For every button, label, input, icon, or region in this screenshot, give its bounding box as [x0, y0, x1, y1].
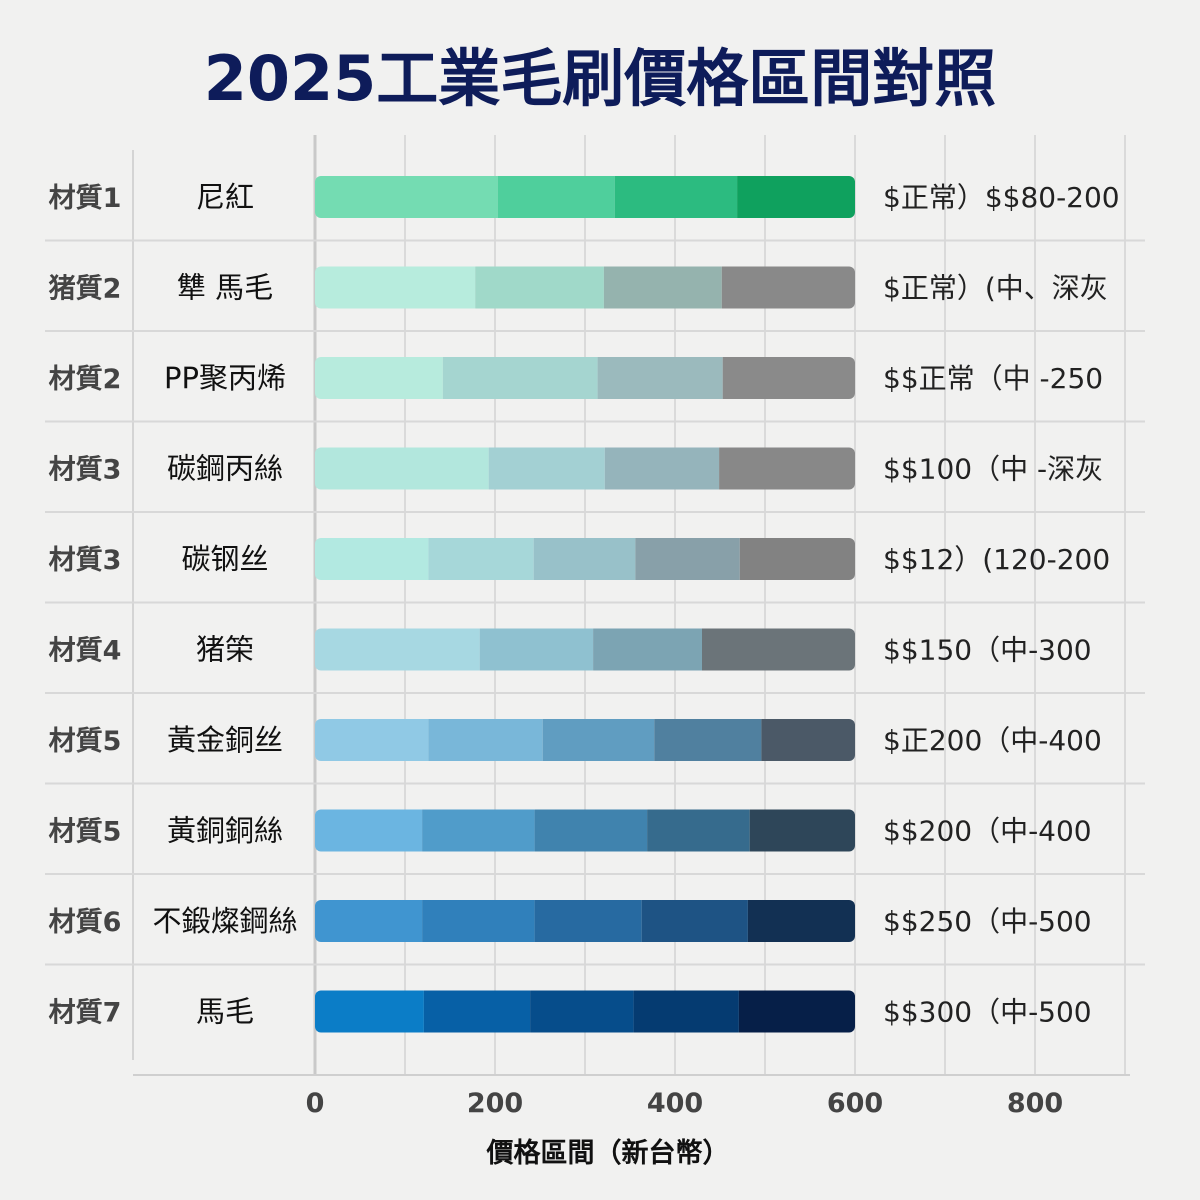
bar-segment: [315, 990, 424, 1033]
bar-segment: [702, 628, 855, 671]
price-note: $$100（中 -深灰: [883, 453, 1103, 486]
category-label: 材質4: [49, 636, 122, 667]
material-name: PP聚丙烯: [164, 361, 286, 395]
bar-segment: [530, 990, 634, 1033]
bar-segment: [479, 628, 594, 671]
bar-segment: [315, 628, 480, 671]
material-name: 犨 馬毛: [177, 271, 273, 305]
bar-row: 材質1 尼紅 $正常）$$80-200: [49, 176, 1120, 218]
bar-segment: [442, 357, 598, 399]
bar-segment: [315, 900, 423, 942]
bar-segment: [604, 447, 720, 490]
material-name: 猪筞: [196, 633, 254, 667]
bar-segment: [315, 809, 423, 852]
price-note: $$200（中-400: [883, 815, 1092, 848]
price-note: $$正常（中 -250: [883, 362, 1103, 395]
bar-segment: [542, 719, 655, 761]
bar-segment: [428, 719, 543, 761]
bar-segment: [534, 900, 642, 942]
bar-segment: [534, 809, 648, 852]
bar-segment: [422, 809, 535, 852]
bar-segment: [422, 900, 535, 942]
bar-row: 材質5 黃金銅丝 $正200（中-400: [49, 719, 1102, 761]
bar-segment: [603, 266, 722, 309]
category-label: 材質3: [49, 545, 122, 576]
bar-row: 材質3 碳鋼丙絲 $$100（中 -深灰: [49, 447, 1103, 490]
bar-row: 猪質2 犨 馬毛 $正常）(中、深灰: [49, 266, 1108, 309]
bar-row: 材質7 馬毛 $$300（中-500: [49, 990, 1092, 1033]
bar-segment: [737, 176, 855, 218]
bar-segment: [647, 809, 750, 852]
bar-segment: [533, 538, 636, 580]
bar-segment: [635, 538, 740, 580]
bar-row: 材質2 PP聚丙烯 $$正常（中 -250: [49, 357, 1103, 399]
bar-segment: [641, 900, 748, 942]
bar-segment: [761, 719, 855, 761]
x-axis-ticks: 0 200 400 600 800: [306, 1088, 1064, 1119]
bar-segment: [315, 176, 498, 218]
price-note: $$12）(120-200: [883, 543, 1110, 576]
bar-segment: [593, 628, 702, 671]
bar-segment: [597, 357, 723, 399]
material-name: 碳钢丝: [181, 542, 268, 576]
category-label: 猪質2: [49, 274, 122, 305]
category-label: 材質1: [49, 183, 122, 214]
price-note: $$150（中-300: [883, 634, 1092, 667]
price-note: $$300（中-500: [883, 996, 1092, 1029]
bar-segment: [738, 990, 855, 1033]
bar-segment: [475, 266, 604, 309]
bar-row: 材質4 猪筞 $$150（中-300: [49, 628, 1092, 671]
category-label: 材質5: [49, 726, 122, 757]
bar-segment: [614, 176, 738, 218]
x-axis-label: 價格區間（新台幣）: [486, 1137, 730, 1169]
category-label: 材質5: [49, 817, 122, 848]
material-name: 碳鋼丙絲: [167, 452, 283, 486]
price-note: $正常）(中、深灰: [883, 272, 1108, 305]
x-tick-label: 600: [827, 1088, 883, 1119]
bar-segment: [428, 538, 534, 580]
price-note: $正常）$$80-200: [883, 181, 1120, 214]
chart-title: 2025工業毛刷價格區間對照: [204, 42, 997, 115]
bar-segment: [315, 719, 429, 761]
bar-segment: [739, 538, 855, 580]
category-label: 材質3: [49, 455, 122, 486]
material-name: 不鍛燦鋼絲: [152, 904, 297, 938]
bar-row: 材質6 不鍛燦鋼絲 $$250（中-500: [49, 900, 1092, 942]
category-label: 材質6: [49, 907, 122, 938]
bar-segment: [722, 357, 855, 399]
price-note: $$250（中-500: [883, 905, 1092, 938]
material-name: 黃金銅丝: [167, 723, 283, 757]
bar-row: 材質5 黃銅銅絲 $$200（中-400: [49, 809, 1092, 852]
bar-segment: [719, 447, 855, 490]
bar-segment: [315, 447, 489, 490]
material-name: 尼紅: [196, 180, 254, 214]
bar-segment: [721, 266, 855, 309]
x-tick-label: 0: [306, 1088, 325, 1119]
material-name: 黃銅銅絲: [167, 814, 283, 848]
bar-segment: [315, 266, 476, 309]
x-tick-label: 200: [467, 1088, 523, 1119]
category-label: 材質7: [49, 998, 122, 1029]
price-note: $正200（中-400: [883, 724, 1102, 757]
bar-segment: [749, 809, 855, 852]
bar-segment: [747, 900, 855, 942]
bar-segment: [315, 538, 429, 580]
bar-segment: [423, 990, 531, 1033]
bar-segment: [497, 176, 615, 218]
bar-segment: [315, 357, 443, 399]
bar-segment: [633, 990, 739, 1033]
x-tick-label: 800: [1007, 1088, 1063, 1119]
bar-segment: [488, 447, 605, 490]
category-label: 材質2: [49, 364, 122, 395]
x-tick-label: 400: [647, 1088, 703, 1119]
bar-segment: [654, 719, 762, 761]
material-name: 馬毛: [196, 995, 254, 1029]
bar-row: 材質3 碳钢丝 $$12）(120-200: [49, 538, 1110, 580]
